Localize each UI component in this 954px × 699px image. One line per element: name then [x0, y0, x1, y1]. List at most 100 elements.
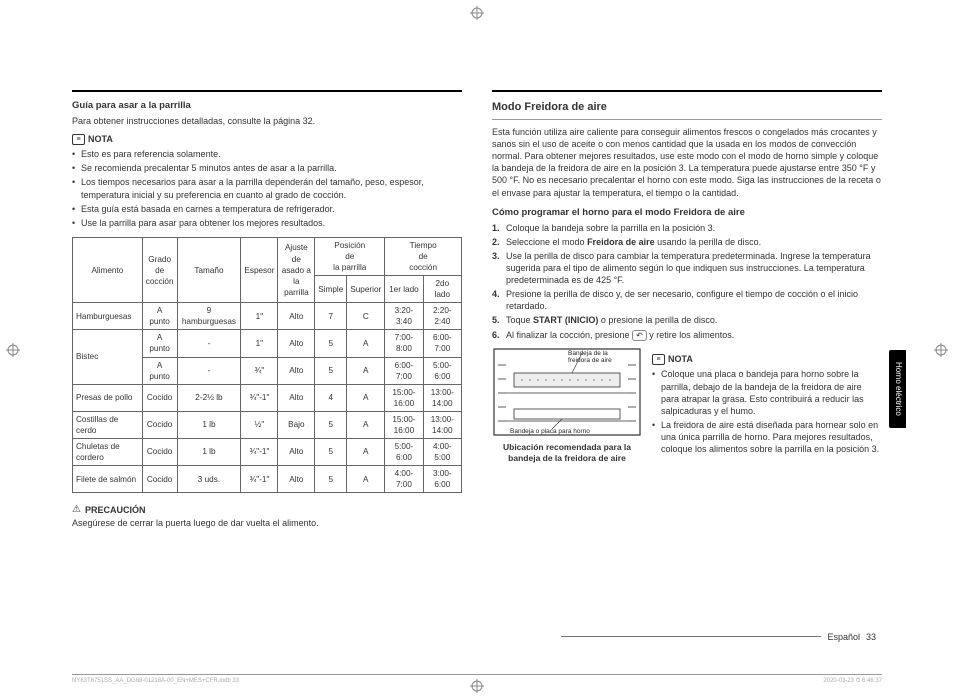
table-header: Alimento	[73, 237, 143, 302]
cell-setting: Alto	[278, 330, 315, 357]
note-label-text-right: NOTA	[668, 353, 693, 365]
cell-thick: ¾"-1"	[241, 466, 278, 493]
cell-grade: Cocido	[142, 438, 177, 465]
cell-size: 9 hamburguesas	[177, 303, 241, 330]
cell-grade: Cocido	[142, 384, 177, 411]
cell-sup: C	[347, 303, 385, 330]
airfry-diagram: Bandeja de lafreidora de aire Bandeja o …	[492, 347, 642, 463]
table-row: Filete de salmónCocido3 uds.¾"-1"Alto5A4…	[73, 466, 462, 493]
cell-thick: 1"	[241, 330, 278, 357]
cell-simple: 5	[315, 357, 347, 384]
cell-thick: ½"	[241, 411, 278, 438]
table-header: Tiempodecocción	[385, 237, 462, 275]
table-header: Espesor	[241, 237, 278, 302]
registration-mark-left	[6, 343, 20, 357]
print-filename: NY63T8751SS_AA_DG68-01218A-00_EN+MES+CFR…	[72, 677, 239, 685]
cell-simple: 5	[315, 466, 347, 493]
airfry-notes-list: Coloque una placa o bandeja para horno s…	[652, 368, 882, 455]
note-item: Se recomienda precalentar 5 minutos ante…	[72, 162, 462, 174]
table-row: Chuletas de corderoCocido1 lb¾"-1"Alto5A…	[73, 438, 462, 465]
print-timestamp: 2020-03-23 ⏱ 6:46:37	[823, 677, 882, 685]
cell-t1: 6:00-7:00	[385, 357, 423, 384]
broil-guide-title: Guía para asar a la parrilla	[72, 100, 462, 113]
note-icon: ≡	[72, 134, 85, 145]
note-heading-left: ≡ NOTA	[72, 133, 462, 145]
step-item: Presione la perilla de disco y, de ser n…	[492, 288, 882, 312]
cell-size: 1 lb	[177, 438, 241, 465]
cell-sup: A	[347, 411, 385, 438]
cell-t2: 5:00-6:00	[423, 357, 461, 384]
cell-thick: ¾"-1"	[241, 384, 278, 411]
table-header: Gradodecocción	[142, 237, 177, 302]
cell-t1: 15:00-16:00	[385, 411, 423, 438]
cell-size: 3 uds.	[177, 466, 241, 493]
registration-mark-bottom	[470, 679, 484, 693]
step-item: Al finalizar la cocción, presione ↶ y re…	[492, 329, 882, 342]
cell-t2: 13:00-14:00	[423, 384, 461, 411]
cell-t2: 6:00-7:00	[423, 330, 461, 357]
cell-t1: 7:00-8:00	[385, 330, 423, 357]
caution-label: PRECAUCIÓN	[85, 504, 146, 516]
table-header: Posicióndela parrilla	[315, 237, 385, 275]
table-row: Costillas de cerdoCocido1 lb½"Bajo5A15:0…	[73, 411, 462, 438]
footer-page-number: 33	[866, 631, 876, 643]
cell-t1: 3:20-3:40	[385, 303, 423, 330]
cell-size: -	[177, 330, 241, 357]
cell-size: 2-2½ lb	[177, 384, 241, 411]
table-subheader: 2do lado	[423, 276, 461, 303]
cell-food: Costillas de cerdo	[73, 411, 143, 438]
note-item: Coloque una placa o bandeja para horno s…	[652, 368, 882, 417]
note-heading-right: ≡ NOTA	[652, 353, 882, 365]
registration-mark-top	[470, 6, 484, 20]
cell-grade: Apunto	[142, 303, 177, 330]
note-icon: ≡	[652, 354, 665, 365]
diagram-label-bottom: Bandeja o placa para horno	[510, 428, 590, 435]
step-item: Use la perilla de disco para cambiar la …	[492, 250, 882, 286]
cell-sup: A	[347, 438, 385, 465]
note-item: Esta guía está basada en carnes a temper…	[72, 203, 462, 215]
broil-notes-list: Esto es para referencia solamente. Se rec…	[72, 148, 462, 229]
step-item: Coloque la bandeja sobre la parrilla en …	[492, 222, 882, 234]
table-row: HamburguesasApunto9 hamburguesas1"Alto7C…	[73, 303, 462, 330]
table-subheader: Superior	[347, 276, 385, 303]
note-item: Esto es para referencia solamente.	[72, 148, 462, 160]
cell-grade: Apunto	[142, 330, 177, 357]
cell-simple: 7	[315, 303, 347, 330]
cell-thick: ¾"	[241, 357, 278, 384]
cell-thick: 1"	[241, 303, 278, 330]
airfry-title: Modo Freidora de aire	[492, 100, 882, 115]
cell-t2: 3:00-6:00	[423, 466, 461, 493]
cell-thick: ¾"-1"	[241, 438, 278, 465]
table-subheader: 1er lado	[385, 276, 423, 303]
page-footer: Español 33	[561, 631, 876, 643]
cell-food: Filete de salmón	[73, 466, 143, 493]
table-subheader: Simple	[315, 276, 347, 303]
cell-t2: 4:00-5:00	[423, 438, 461, 465]
broil-guide-intro: Para obtener instrucciones detalladas, c…	[72, 115, 462, 127]
table-row: BistecApunto-1"Alto5A7:00-8:006:00-7:00	[73, 330, 462, 357]
airfry-notes-block: ≡ NOTA Coloque una placa o bandeja para …	[652, 347, 882, 463]
cell-sup: A	[347, 357, 385, 384]
diagram-label-top: Bandeja de lafreidora de aire	[568, 350, 612, 364]
note-label-text: NOTA	[88, 133, 113, 145]
footer-language: Español	[827, 631, 860, 643]
caution-heading: ⚠ PRECAUCIÓN	[72, 503, 462, 517]
airfry-howto-title: Cómo programar el horno para el modo Fre…	[492, 207, 882, 220]
cell-food: Bistec	[73, 330, 143, 384]
cell-setting: Alto	[278, 303, 315, 330]
cell-simple: 5	[315, 438, 347, 465]
cell-sup: A	[347, 384, 385, 411]
cell-t2: 2:20-2:40	[423, 303, 461, 330]
cell-size: 1 lb	[177, 411, 241, 438]
cell-t1: 4:00-7:00	[385, 466, 423, 493]
registration-mark-right	[934, 343, 948, 357]
table-row: Presas de polloCocido2-2½ lb¾"-1"Alto4A1…	[73, 384, 462, 411]
cell-size: -	[177, 357, 241, 384]
cell-setting: Alto	[278, 438, 315, 465]
note-item: Los tiempos necesarios para asar a la pa…	[72, 176, 462, 200]
step-item: Seleccione el modo Freidora de aire usan…	[492, 236, 882, 248]
cell-setting: Alto	[278, 384, 315, 411]
note-item: La freidora de aire está diseñada para h…	[652, 419, 882, 455]
table-header: Ajustedeasado a la parrilla	[278, 237, 315, 302]
cell-simple: 4	[315, 384, 347, 411]
